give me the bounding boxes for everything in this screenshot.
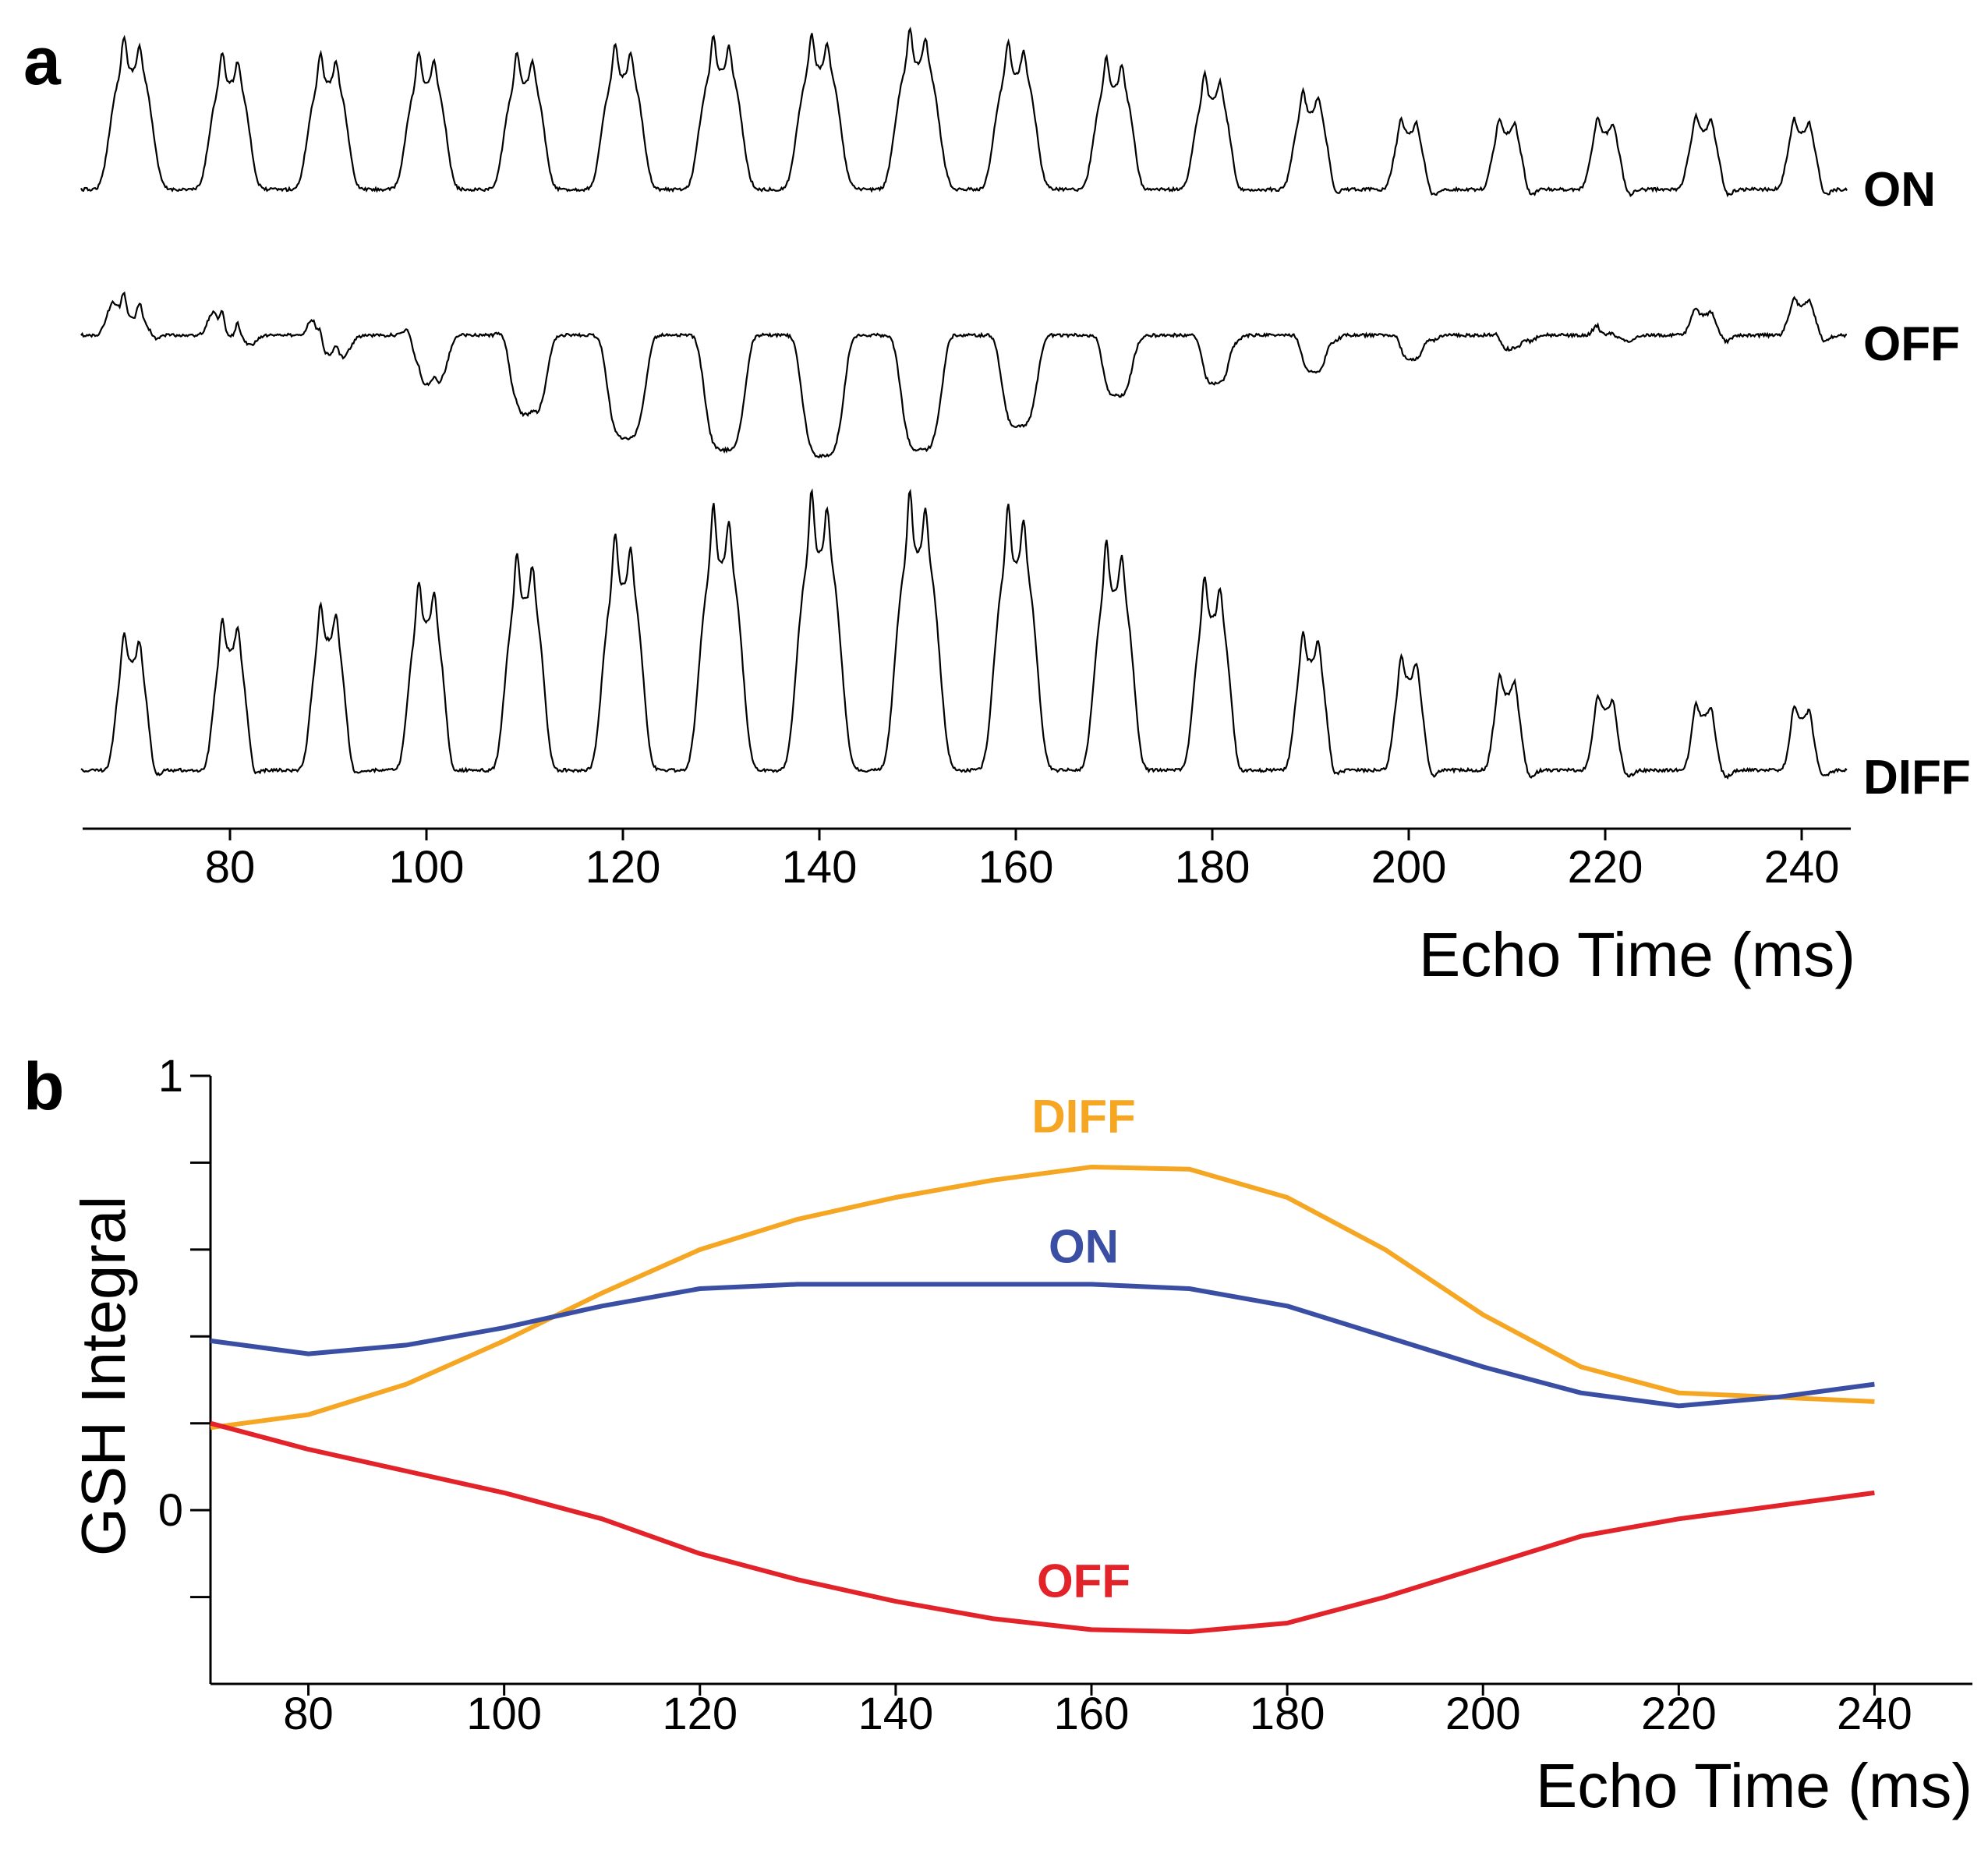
panel-b-x-tick-label: 140 bbox=[858, 1689, 933, 1739]
panel-a-x-tick-label: 240 bbox=[1764, 842, 1840, 893]
panel-a-x-tick-label: 160 bbox=[978, 842, 1054, 893]
trace-label-off: OFF bbox=[1863, 317, 1960, 371]
panel-b-series: DIFF ON OFF bbox=[210, 1090, 1875, 1635]
panel-b-y-tick-label: 1 bbox=[158, 1051, 183, 1102]
panel-b-y-axis-title: GSH Integral bbox=[69, 1196, 138, 1556]
trace-diff bbox=[80, 488, 1848, 780]
panel-a-x-ticks: 80 100 120 140 160 180 200 220 240 bbox=[205, 829, 1840, 893]
series-label-off: OFF bbox=[1037, 1555, 1130, 1608]
panel-b-letter: b bbox=[23, 1049, 65, 1124]
series-label-diff: DIFF bbox=[1031, 1090, 1135, 1142]
series-line-off bbox=[210, 1420, 1875, 1635]
panel-a-traces bbox=[80, 27, 1848, 780]
panel-b-x-tick-label: 220 bbox=[1641, 1689, 1717, 1739]
trace-off bbox=[80, 291, 1847, 459]
trace-label-on: ON bbox=[1863, 163, 1936, 217]
panel-b-x-axis-title: Echo Time (ms) bbox=[1536, 1751, 1972, 1820]
panel-b-y-tick-label: 0 bbox=[158, 1485, 183, 1536]
panel-b-x-tick-label: 240 bbox=[1837, 1689, 1912, 1739]
panel-a-x-tick-label: 220 bbox=[1568, 842, 1643, 893]
panel-a-x-tick-label: 200 bbox=[1371, 842, 1447, 893]
panel-b-x-tick-label: 80 bbox=[283, 1689, 334, 1739]
panel-a-x-axis-title: Echo Time (ms) bbox=[1419, 920, 1855, 989]
panel-b-chart: 10 80 100 120 140 160 180 200 220 240 DIFFONOFF … bbox=[69, 1051, 1972, 1820]
panel-b-x-tick-label: 180 bbox=[1250, 1689, 1325, 1739]
panel-a-x-tick-label: 140 bbox=[782, 842, 858, 893]
panel-b-x-tick-label: 120 bbox=[662, 1689, 738, 1739]
panel-a-x-tick-label: 80 bbox=[205, 842, 256, 893]
panel-a-x-tick-label: 120 bbox=[585, 842, 661, 893]
series-line-diff bbox=[210, 1165, 1875, 1431]
panel-b-y-ticks: 10 bbox=[158, 1051, 210, 1599]
panel-a-spectra: ON OFF DIFF 80 100 120 140 160 180 200 220 240 E… bbox=[80, 27, 1971, 989]
panel-a-letter: a bbox=[23, 24, 62, 99]
trace-on bbox=[80, 27, 1848, 198]
panel-b-x-tick-label: 160 bbox=[1054, 1689, 1130, 1739]
panel-b-x-ticks: 80 100 120 140 160 180 200 220 240 bbox=[283, 1684, 1912, 1739]
trace-label-diff: DIFF bbox=[1863, 751, 1971, 805]
panel-a-x-tick-label: 100 bbox=[389, 842, 465, 893]
series-line-on bbox=[210, 1282, 1875, 1409]
panel-a-x-tick-label: 180 bbox=[1175, 842, 1250, 893]
panel-b-x-tick-label: 100 bbox=[466, 1689, 542, 1739]
series-label-on: ON bbox=[1049, 1221, 1119, 1273]
panel-b-x-tick-label: 200 bbox=[1445, 1689, 1521, 1739]
